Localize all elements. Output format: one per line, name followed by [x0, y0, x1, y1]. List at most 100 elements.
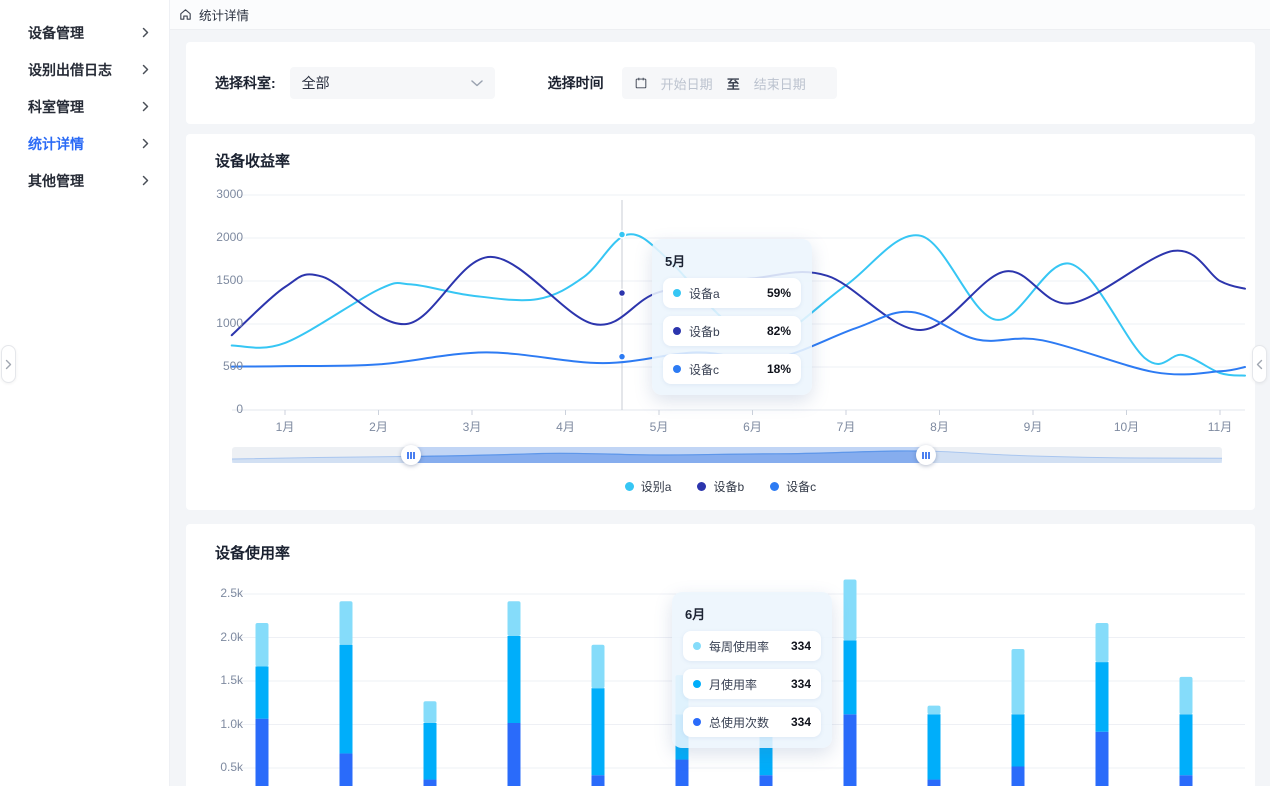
bar-segment-总使用次数[interactable]: [675, 759, 689, 786]
bar-segment-月使用率[interactable]: [927, 714, 941, 780]
bar-segment-每周使用率[interactable]: [1095, 622, 1109, 663]
bar-segment-月使用率[interactable]: [423, 723, 437, 780]
sidebar-expand-button[interactable]: [1, 345, 16, 383]
y-axis-label: 1.0k: [220, 716, 243, 731]
bar-segment-总使用次数[interactable]: [591, 775, 605, 786]
sidebar-item-4[interactable]: 统计详情: [0, 125, 169, 162]
tooltip-series-value: 334: [790, 677, 811, 691]
bar-segment-月使用率[interactable]: [1011, 714, 1025, 767]
dept-filter-label: 选择科室:: [215, 75, 276, 91]
bar-segment-月使用率[interactable]: [1095, 662, 1109, 732]
bar-segment-每周使用率[interactable]: [339, 601, 353, 645]
tooltip-row: 每周使用率 334: [683, 631, 821, 661]
datazoom-slider[interactable]: [232, 445, 1222, 465]
bar-segment-每周使用率[interactable]: [591, 644, 605, 689]
tooltip-row: 设备b 82%: [663, 316, 801, 346]
y-axis-label: 1.5k: [220, 673, 243, 687]
series-dot-icon: [673, 365, 681, 373]
dept-select[interactable]: 全部: [289, 67, 495, 99]
revenue-chart-card: 设备收益率 3000 2000 1500 1000 500 0 1月 2月 3月 4月 5月 6月 7月…: [186, 134, 1255, 510]
series-dot-icon: [693, 718, 701, 726]
tooltip-row: 月使用率 334: [683, 669, 821, 699]
usage-bar-chart[interactable]: 2.5k 2.0k 1.5k 1.0k 0.5k 6月 每周使用率 334 月使用率 334 总使用…: [186, 524, 1255, 786]
date-range-picker[interactable]: 开始日期 至 结束日期: [621, 67, 837, 99]
tooltip-series-label: 每周使用率: [709, 639, 770, 654]
series-dot-icon: [673, 327, 681, 335]
tooltip-row: 设备c 18%: [663, 354, 801, 384]
bar-segment-总使用次数[interactable]: [339, 753, 353, 786]
legend-item[interactable]: 设备b: [697, 478, 744, 495]
tooltip-series-value: 59%: [766, 286, 791, 300]
bar-segment-月使用率[interactable]: [1179, 714, 1193, 776]
chevron-down-icon: [470, 79, 483, 87]
x-axis-label: 7月: [836, 420, 856, 434]
series-dot-icon: [693, 680, 701, 688]
datazoom-selected-range[interactable]: [411, 447, 926, 463]
y-axis-label: 1000: [216, 316, 243, 330]
y-axis-label: 0: [236, 402, 243, 416]
bar-segment-总使用次数[interactable]: [1011, 766, 1025, 786]
sidebar-item-1[interactable]: 设备管理: [0, 14, 169, 51]
filter-card: 选择科室: 全部 选择时间 开始日期 至 结束日期: [186, 42, 1255, 124]
bar-segment-每周使用率[interactable]: [927, 705, 941, 715]
dept-select-value: 全部: [301, 75, 330, 91]
start-date-input[interactable]: 开始日期: [660, 76, 713, 92]
tooltip-row: 设备a 59%: [663, 278, 801, 308]
sidebar-item-label: 科室管理: [28, 98, 84, 115]
sidebar-item-2[interactable]: 设别出借日志: [0, 51, 169, 88]
bar-segment-总使用次数[interactable]: [1179, 775, 1193, 786]
legend-item[interactable]: 设别a: [624, 478, 671, 495]
tooltip-series-label: 总使用次数: [709, 715, 770, 730]
bar-segment-月使用率[interactable]: [591, 688, 605, 776]
time-filter-label: 选择时间: [547, 75, 604, 91]
bar-segment-月使用率[interactable]: [507, 636, 521, 723]
bar-segment-月使用率[interactable]: [843, 640, 857, 715]
tooltip-row: 总使用次数 334: [683, 707, 821, 737]
bar-segment-总使用次数[interactable]: [507, 723, 521, 786]
bar-segment-总使用次数[interactable]: [255, 718, 269, 786]
bar-chart-canvas: [232, 579, 1245, 786]
usage-chart-title: 设备使用率: [215, 545, 291, 562]
revenue-chart-title: 设备收益率: [215, 153, 291, 170]
end-date-input[interactable]: 结束日期: [753, 76, 806, 92]
chevron-right-icon: [142, 175, 149, 186]
legend-item[interactable]: 设备c: [770, 478, 816, 495]
bar-segment-总使用次数[interactable]: [1095, 731, 1109, 786]
sidebar-item-label: 其他管理: [28, 172, 84, 189]
sidebar-item-3[interactable]: 科室管理: [0, 88, 169, 125]
sidebar-item-5[interactable]: 其他管理: [0, 162, 169, 199]
bar-segment-总使用次数[interactable]: [423, 779, 437, 786]
tooltip-series-value: 334: [790, 715, 811, 729]
bar-segment-总使用次数[interactable]: [843, 714, 857, 786]
legend-label: 设备c: [786, 480, 817, 494]
bar-segment-每周使用率[interactable]: [1179, 676, 1193, 715]
y-axis-label: 2.5k: [220, 586, 243, 600]
datazoom-handle-right[interactable]: [916, 445, 936, 465]
series-marker: [617, 352, 627, 361]
tooltip-series-label: 月使用率: [709, 677, 758, 692]
bar-segment-每周使用率[interactable]: [843, 579, 857, 641]
bar-segment-月使用率[interactable]: [255, 666, 269, 719]
x-axis-label: 9月: [1023, 420, 1043, 434]
chevron-right-icon: [142, 64, 149, 75]
panel-collapse-button[interactable]: [1252, 345, 1267, 383]
chart-legend: 设别a 设备b 设备c: [186, 478, 1255, 495]
bar-segment-每周使用率[interactable]: [423, 701, 437, 723]
chevron-left-icon: [1256, 359, 1263, 370]
x-axis-label: 3月: [462, 420, 482, 434]
bar-segment-月使用率[interactable]: [339, 644, 353, 754]
revenue-line-chart[interactable]: 3000 2000 1500 1000 500 0 1月 2月 3月 4月 5月 6月 7月 8月 9月 10…: [186, 134, 1255, 510]
y-axis-label: 0.5k: [220, 760, 243, 774]
datazoom-handle-left[interactable]: [401, 445, 421, 465]
usage-chart-tooltip: 6月 每周使用率 334 月使用率 334 总使用次数 334: [672, 592, 832, 748]
bar-segment-每周使用率[interactable]: [255, 622, 269, 667]
bar-segment-总使用次数[interactable]: [927, 779, 941, 786]
x-axis-label: 6月: [743, 420, 762, 434]
bar-segment-总使用次数[interactable]: [759, 775, 773, 786]
breadcrumb[interactable]: 统计详情: [199, 9, 250, 23]
bar-segment-每周使用率[interactable]: [507, 601, 521, 636]
sidebar-nav: 设备管理 设别出借日志科室管理统计详情其他管理: [0, 0, 169, 199]
bar-segment-每周使用率[interactable]: [1011, 649, 1025, 715]
y-axis-label: 1500: [216, 273, 243, 287]
